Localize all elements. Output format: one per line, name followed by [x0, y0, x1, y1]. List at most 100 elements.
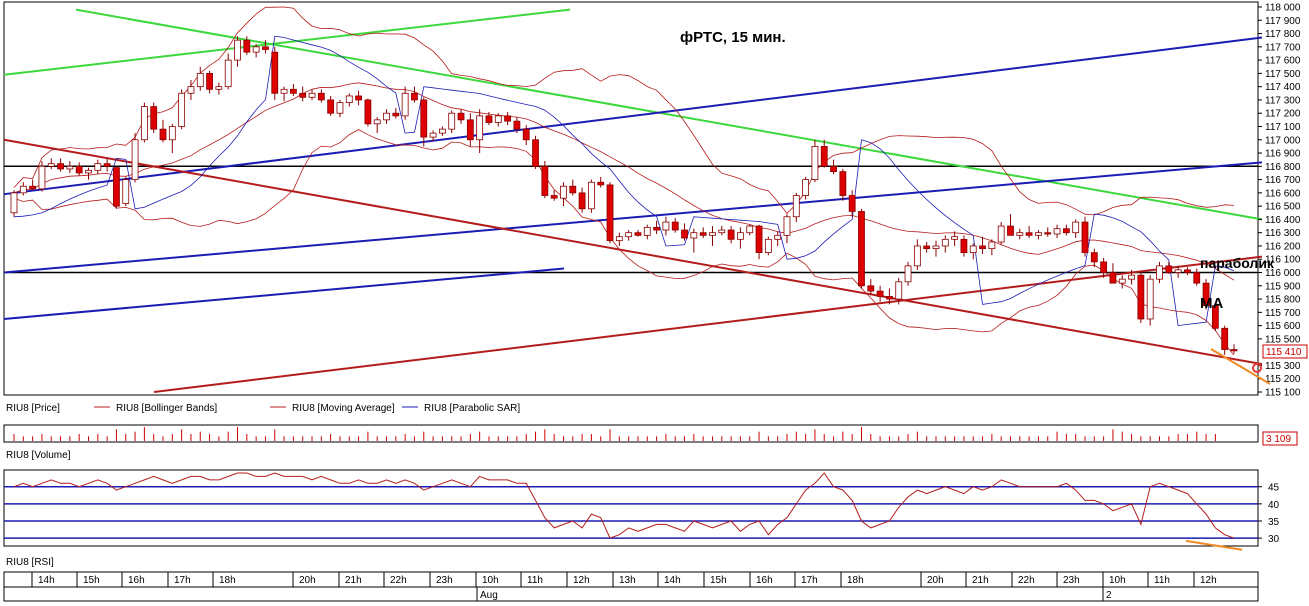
rsi-plot-area	[3, 469, 1259, 547]
candle-body	[38, 165, 46, 190]
candle-body	[494, 115, 502, 123]
last-price-marker: 115 410	[1210, 344, 1308, 385]
candle-body	[876, 290, 884, 297]
candle-body	[1090, 252, 1098, 263]
time-axis-hour-label: 11h	[1154, 575, 1170, 586]
time-axis-hour-label: 15h	[83, 575, 100, 586]
price-y-tick-label: 116 600	[1265, 188, 1301, 199]
legend-entry: RIU8 [Parabolic SAR]	[424, 403, 520, 414]
candle-body	[103, 163, 111, 167]
current-price-circle	[1252, 363, 1262, 373]
candle-body	[196, 72, 204, 88]
candle-body	[727, 229, 735, 240]
candle-body	[336, 102, 344, 114]
price-y-tick-label: 116 200	[1265, 241, 1301, 252]
time-axis-hour-label: 22h	[1018, 575, 1035, 586]
candle-body	[671, 221, 679, 231]
legend-entry: RIU8 [Moving Average]	[292, 403, 395, 414]
time-axis: 14h 15h 16h 17h 18h 20h 21h 22h 23h 10h 11h 12h 13h 1…	[3, 571, 1259, 602]
candle-body	[159, 128, 167, 141]
price-y-tick-label: 117 400	[1265, 82, 1301, 93]
price-y-tick-label: 116 500	[1265, 202, 1301, 213]
candle-body	[541, 165, 549, 196]
time-axis-dates-row	[3, 586, 1259, 602]
price-candles	[10, 6, 1238, 356]
candle-body	[1193, 272, 1201, 284]
candle-body	[625, 232, 633, 238]
candle-body	[699, 232, 707, 236]
candle-body	[886, 296, 893, 300]
candle-body	[662, 221, 670, 231]
candle-body	[923, 245, 931, 250]
trendline-blue-lower	[3, 267, 565, 320]
candle-body	[904, 265, 912, 283]
candle-body	[150, 106, 158, 130]
time-axis-hour-label: 22h	[390, 575, 407, 586]
candle-body	[634, 232, 642, 236]
price-y-tick-label: 116 900	[1265, 149, 1301, 160]
price-y-tick-label: 117 500	[1265, 69, 1301, 80]
candle-body	[522, 128, 530, 141]
candle-body	[327, 99, 335, 114]
orange-projection-price	[1210, 348, 1271, 385]
price-y-axis: 118 000 117 900 117 800 117 700 117 600 117 5…	[1258, 3, 1301, 399]
price-y-tick-label: 115 500	[1265, 334, 1301, 345]
price-y-tick-label: 115 900	[1265, 281, 1301, 292]
candle-body	[476, 115, 484, 141]
candle-body	[764, 238, 772, 254]
candle-body	[19, 185, 27, 194]
candle-body	[234, 39, 241, 61]
candle-body	[969, 245, 977, 254]
last-price-box	[1262, 344, 1308, 359]
candle-body	[774, 234, 782, 240]
candle-body	[345, 95, 353, 103]
candle-body	[513, 120, 521, 130]
price-y-tick-label: 117 200	[1265, 109, 1301, 120]
price-horizontal-levels	[4, 165, 1258, 274]
candle-body	[653, 226, 660, 231]
time-axis-hour-label: 20h	[299, 575, 316, 586]
candle-body	[1221, 327, 1229, 350]
candle-body	[1165, 265, 1173, 273]
candle-body	[532, 139, 539, 167]
candle-body	[485, 115, 493, 123]
candle-body	[569, 185, 577, 194]
candle-body	[411, 92, 418, 101]
candle-body	[364, 99, 372, 125]
candle-body	[979, 245, 986, 250]
candle-body	[66, 165, 74, 170]
price-y-tick-label: 115 700	[1265, 308, 1301, 319]
rsi-legend-label: RIU8 [RSI]	[6, 557, 54, 568]
time-axis-date-label: Aug	[480, 590, 498, 601]
candle-body	[131, 139, 139, 180]
time-axis-hour-label: 17h	[174, 575, 191, 586]
time-axis-hour-label: 11h	[527, 575, 543, 586]
orange-projection-rsi	[1185, 539, 1243, 551]
price-y-tick-label: 117 600	[1265, 56, 1301, 67]
price-y-tick-label: 115 100	[1265, 388, 1301, 399]
trendline-red-upper	[3, 138, 1263, 366]
trendline-blue-middle	[3, 161, 1263, 274]
candle-body	[262, 46, 269, 50]
trendline-blue-upper	[3, 36, 1263, 196]
candle-body	[718, 229, 726, 234]
candle-body	[802, 179, 810, 196]
price-y-tick-label: 118 000	[1265, 3, 1301, 14]
candle-body	[438, 128, 446, 134]
time-axis-hour-label: 23h	[436, 575, 453, 586]
candle-body	[252, 46, 260, 53]
candle-body	[1184, 269, 1191, 273]
price-y-tick-label: 117 300	[1265, 95, 1301, 106]
candle-body	[606, 184, 614, 242]
candle-body	[94, 163, 102, 171]
candle-body	[588, 181, 595, 210]
price-y-tick-label: 116 100	[1265, 255, 1301, 266]
volume-bars	[13, 427, 1216, 441]
time-axis-hour-label: 14h	[664, 575, 681, 586]
candle-body	[941, 238, 949, 247]
candle-body	[1211, 305, 1219, 329]
candle-body	[951, 236, 959, 240]
candle-body	[1072, 221, 1080, 234]
volume-last-box	[1262, 431, 1298, 446]
time-axis-hour-label: 15h	[710, 575, 727, 586]
